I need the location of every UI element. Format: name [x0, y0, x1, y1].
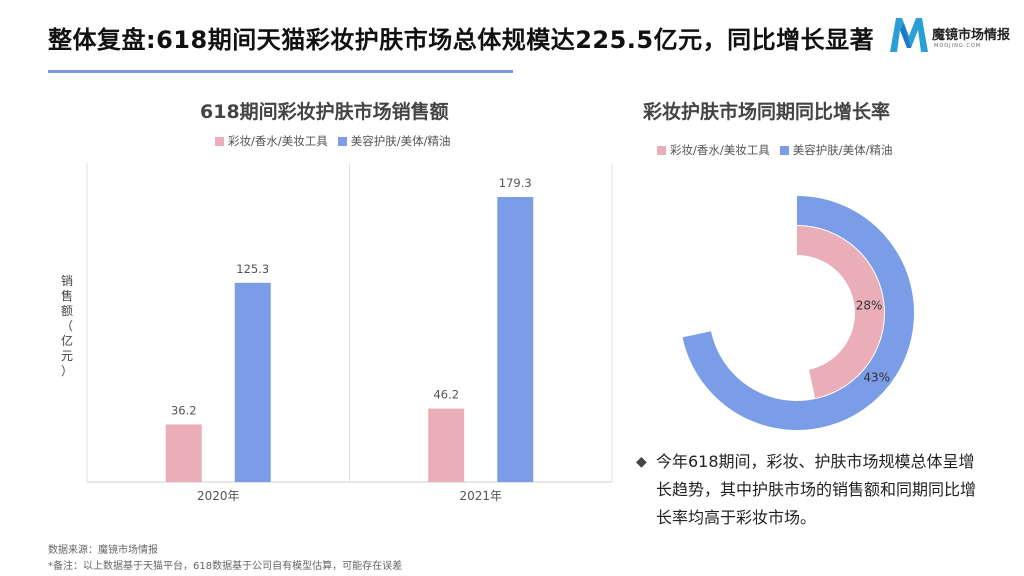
data-source: 数据来源：魔镜市场情报 — [48, 545, 158, 556]
radial-bar — [797, 226, 884, 399]
bar-data-label: 46.2 — [433, 388, 459, 402]
x-tick-label: 2020年 — [197, 489, 240, 503]
bar — [428, 408, 465, 482]
legend-item-skincare-2: 美容护肤/美体/精油 — [779, 142, 893, 158]
legend-label-skincare-2: 美容护肤/美体/精油 — [792, 143, 893, 157]
radial-chart-title: 彩妆护肤市场同期同比增长率 — [643, 101, 891, 123]
logo-subtext: MOOJING.COM — [934, 43, 982, 49]
bar-data-label: 125.3 — [236, 262, 269, 276]
radial-data-label: 43% — [863, 371, 890, 385]
bar — [234, 282, 271, 482]
footnote: *备注：以上数据基于天猫平台，618数据基于公司自有模型估算，可能存在误差 — [48, 561, 403, 572]
legend-swatch-skincare-2 — [779, 145, 789, 155]
bar-chart-legend: 彩妆/香水/美妆工具 美容护肤/美体/精油 — [215, 133, 461, 149]
legend-label-makeup: 彩妆/香水/美妆工具 — [228, 134, 328, 148]
bar — [497, 197, 534, 482]
legend-label-makeup-2: 彩妆/香水/美妆工具 — [670, 143, 770, 157]
summary-text: 今年618期间，彩妆、护肤市场规模总体呈增长趋势，其中护肤市场的销售额和同期同比… — [656, 452, 977, 527]
bar — [165, 424, 202, 482]
page-title: 整体复盘:618期间天猫彩妆护肤市场总体规模达225.5亿元，同比增长显著 — [48, 26, 875, 54]
title-underline — [48, 70, 513, 73]
radial-chart-legend: 彩妆/香水/美妆工具 美容护肤/美体/精油 — [657, 142, 903, 158]
radial-data-label: 28% — [856, 298, 883, 312]
legend-item-skincare: 美容护肤/美体/精油 — [337, 133, 451, 149]
logo: 魔镜市场情报 MOOJING.COM — [888, 14, 1016, 60]
legend-swatch-makeup-2 — [657, 145, 666, 155]
summary-note: ◆ 今年618期间，彩妆、护肤市场规模总体呈增长趋势，其中护肤市场的销售额和同期… — [636, 448, 976, 532]
y-axis-label: 销售额（亿元） — [60, 274, 73, 378]
x-tick-label: 2021年 — [459, 489, 502, 503]
diamond-bullet-icon: ◆ — [636, 454, 647, 470]
bar-data-label: 36.2 — [171, 403, 197, 417]
legend-swatch-skincare — [337, 136, 347, 146]
radial-bar — [682, 196, 914, 431]
moojing-logo-icon — [890, 18, 928, 52]
bar-chart-title: 618期间彩妆护肤市场销售额 — [200, 101, 449, 123]
legend-swatch-makeup — [215, 136, 224, 146]
legend-label-skincare: 美容护肤/美体/精油 — [350, 134, 451, 148]
logo-name: 魔镜市场情报 — [932, 28, 1011, 43]
legend-item-makeup: 彩妆/香水/美妆工具 — [215, 133, 328, 149]
bar-data-label: 179.3 — [499, 176, 532, 190]
legend-item-makeup-2: 彩妆/香水/美妆工具 — [657, 142, 770, 158]
